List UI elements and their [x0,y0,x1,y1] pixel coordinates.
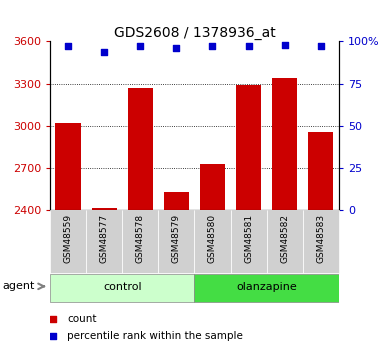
Point [137,44,143,49]
Text: GSM48582: GSM48582 [280,214,289,263]
FancyBboxPatch shape [194,210,231,273]
Text: agent: agent [2,282,34,291]
FancyBboxPatch shape [266,210,303,273]
Bar [92,208,117,345]
Point [101,49,107,54]
FancyBboxPatch shape [194,274,339,302]
FancyBboxPatch shape [158,210,194,273]
Bar [236,85,261,345]
Point [65,44,71,49]
Bar [308,131,333,345]
Text: control: control [103,283,142,293]
Text: GSM48579: GSM48579 [172,214,181,263]
Text: GSM48578: GSM48578 [136,214,145,263]
FancyBboxPatch shape [50,210,86,273]
Point [281,42,288,48]
Bar [128,88,153,345]
Point [209,44,216,49]
Bar [272,78,297,345]
Text: olanzapine: olanzapine [236,283,297,293]
FancyBboxPatch shape [86,210,122,273]
Text: percentile rank within the sample: percentile rank within the sample [67,332,243,341]
Bar [164,192,189,345]
Title: GDS2608 / 1378936_at: GDS2608 / 1378936_at [114,26,275,40]
FancyBboxPatch shape [231,210,266,273]
Point [50,316,56,322]
Point [173,46,179,51]
FancyBboxPatch shape [50,274,194,302]
Text: GSM48577: GSM48577 [100,214,109,263]
Bar [55,123,81,345]
FancyBboxPatch shape [303,210,339,273]
Text: GSM48559: GSM48559 [64,214,73,263]
FancyBboxPatch shape [122,210,158,273]
Point [318,44,324,49]
Point [246,44,252,49]
Text: count: count [67,314,97,324]
Bar [200,164,225,345]
Text: GSM48581: GSM48581 [244,214,253,263]
Text: GSM48583: GSM48583 [316,214,325,263]
Point [50,334,56,339]
Text: GSM48580: GSM48580 [208,214,217,263]
